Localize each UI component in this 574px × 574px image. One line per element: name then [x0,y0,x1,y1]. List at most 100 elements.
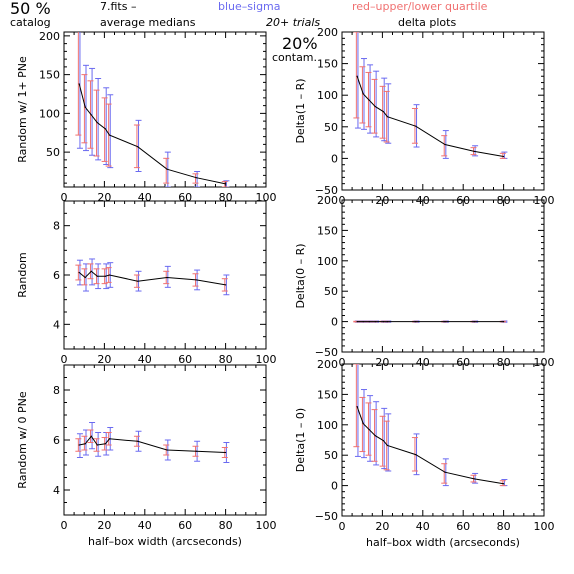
contam-label: contam. [272,51,317,64]
median-point [473,321,475,323]
median-point [444,321,446,323]
median-point [137,280,139,282]
median-point [503,155,505,158]
y-tick-label: 150 [317,58,338,71]
y-axis-label: Random [16,252,29,298]
median-point [368,99,370,101]
x-tick-label: 0 [339,356,346,369]
median-point [166,276,168,279]
median-point [137,146,139,148]
median-point [137,440,139,442]
median-point [444,143,446,146]
y-tick-label: 0 [331,152,338,165]
median-point [195,279,197,281]
median-point [374,321,376,323]
y-tick-label: 200 [317,358,338,371]
median-point [108,438,111,440]
median-line [79,435,226,453]
y-tick-label: 4 [53,318,60,331]
median-point [356,75,358,77]
panel-left-middle: 0 20 40 60 80 100 4 6 8 Random [16,200,277,366]
y-tick-label: 200 [317,26,338,39]
median-point [382,321,385,323]
data-layer [353,32,508,159]
y-axis-label: Delta(1 – 0) [294,408,307,472]
median-point [362,93,364,95]
median-point [374,105,376,108]
median-point [90,114,92,116]
x-tick-label: 0 [61,191,68,204]
y-tick-label: 50 [46,146,60,159]
data-layer [353,364,508,487]
median-point [78,83,80,85]
median-point [382,111,385,113]
x-tick-label: 0 [61,519,68,532]
median-point [225,451,227,454]
median-point [84,276,86,279]
median-point [225,284,227,286]
y-axis-label: Delta(1 – R) [294,78,307,143]
median-point [473,478,475,480]
y-tick-label: −50 [315,184,338,197]
y-tick-label: 6 [53,434,60,447]
y-tick-label: 8 [53,384,60,397]
median-point [368,321,370,323]
median-point [108,274,111,276]
x-tick-label: 20 [97,353,111,366]
median-point [444,471,446,473]
fits-label: 7.fits – [100,0,136,13]
x-tick-label: 0 [61,353,68,366]
median-point [104,443,107,445]
x-tick-label: 100 [534,356,555,369]
median-point [225,183,227,185]
y-tick-label: 100 [317,89,338,102]
y-tick-label: 50 [324,121,338,134]
quartile-legend-label: red–upper/lower quartile [352,0,488,13]
median-point [503,321,505,323]
y-tick-label: −50 [315,346,338,359]
median-point [78,444,80,446]
x-tick-label: 40 [416,356,430,369]
x-tick-label: 20 [375,520,389,533]
x-tick-label: 80 [497,520,511,533]
x-tick-label: 80 [219,519,233,532]
x-tick-label: 60 [178,519,192,532]
median-point [104,275,107,277]
median-point [166,168,168,170]
median-point [374,435,376,437]
y-tick-label: 0 [331,480,338,493]
median-point [96,122,98,124]
y-tick-label: 50 [324,449,338,462]
data-layer [75,32,230,187]
y-tick-label: 150 [317,388,338,401]
x-tick-label: 100 [256,519,277,532]
y-tick-label: 100 [317,419,338,432]
data-layer [75,422,230,463]
x-tick-label: 100 [534,520,555,533]
x-tick-label: 60 [178,353,192,366]
y-axis-label: Delta(0 – R) [294,243,307,308]
x-tick-label: 20 [375,356,389,369]
y-tick-label: 100 [39,107,60,120]
median-point [356,405,358,408]
median-point [108,134,111,136]
delta-plots-label: delta plots [398,16,456,29]
median-point [386,116,389,118]
median-point [415,453,417,456]
median-line [356,406,504,485]
y-tick-label: 200 [317,194,338,207]
median-point [195,177,197,179]
median-point [386,444,389,447]
y-axis-label: Random w/ 1+ PNe [16,56,29,163]
x-axis-label: half–box width (arcseconds) [88,535,242,548]
median-point [84,443,86,445]
x-axis-label: half–box width (arcseconds) [366,536,520,549]
median-point [382,440,385,442]
data-layer [353,320,508,323]
y-tick-label: 6 [53,269,60,282]
y-tick-label: 100 [317,255,338,268]
